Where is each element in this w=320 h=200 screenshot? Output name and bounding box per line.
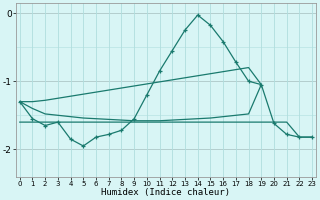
X-axis label: Humidex (Indice chaleur): Humidex (Indice chaleur) [101,188,230,197]
